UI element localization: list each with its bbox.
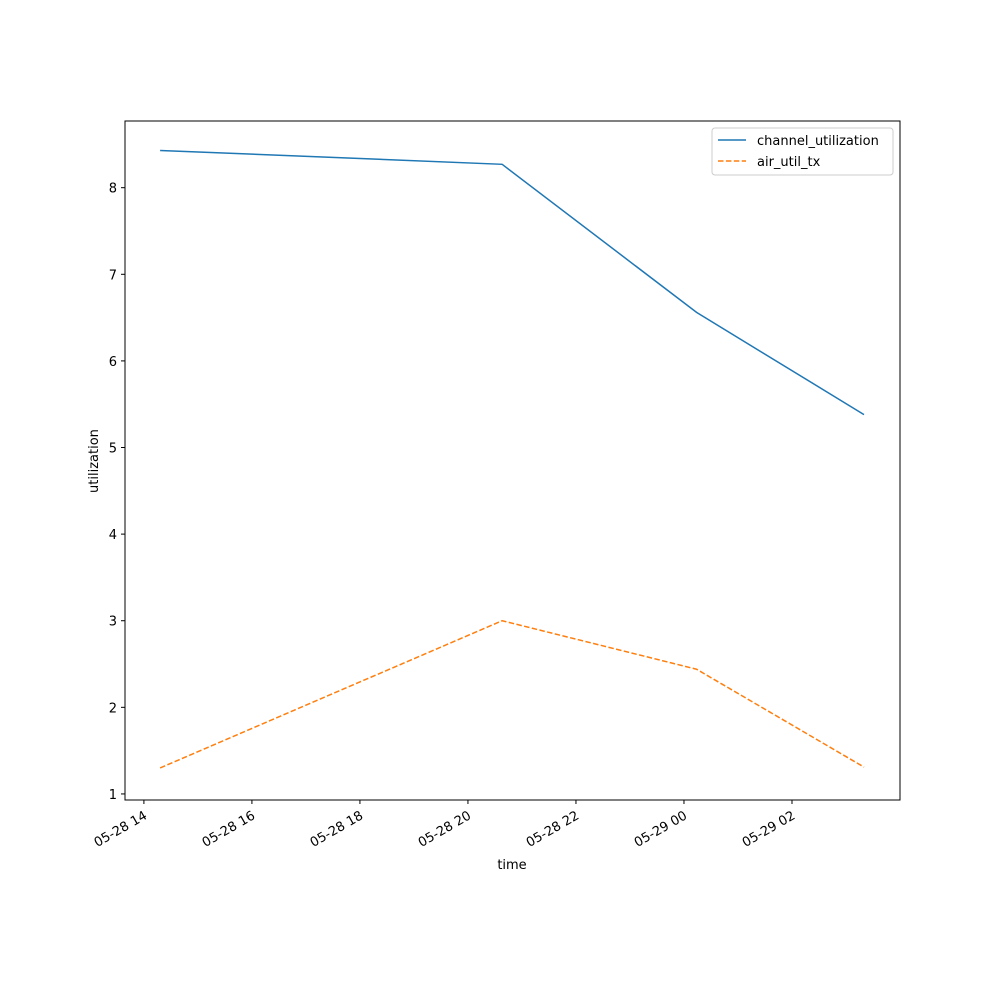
x-tick-label: 05-28 20 xyxy=(416,808,474,850)
y-tick-label: 2 xyxy=(109,701,117,716)
plot-frame xyxy=(124,120,901,801)
series-line xyxy=(159,619,865,769)
y-tick-label: 8 xyxy=(109,182,117,197)
y-tick-label: 1 xyxy=(109,788,117,803)
y-tick-label: 4 xyxy=(109,528,117,543)
legend-box xyxy=(711,127,894,176)
series-line xyxy=(160,149,865,416)
y-tick-label: 3 xyxy=(109,615,117,630)
legend-label: air_util_tx xyxy=(757,155,821,170)
x-tick-label: 05-28 14 xyxy=(92,808,150,850)
x-tick-label: 05-29 02 xyxy=(740,808,798,850)
y-tick-label: 5 xyxy=(109,442,117,457)
y-tick-label: 6 xyxy=(109,355,117,370)
x-tick-label: 05-29 00 xyxy=(632,808,690,850)
legend-label: channel_utilization xyxy=(757,134,879,149)
legend: channel_utilization air_util_tx xyxy=(711,127,894,176)
x-tick-label: 05-28 18 xyxy=(308,808,366,850)
x-axis-label: time xyxy=(497,858,526,873)
x-tick-label: 05-28 16 xyxy=(200,808,258,850)
y-tick-label: 7 xyxy=(109,268,117,283)
x-tick-label: 05-28 22 xyxy=(524,808,582,850)
y-axis-label: utilization xyxy=(87,429,102,493)
